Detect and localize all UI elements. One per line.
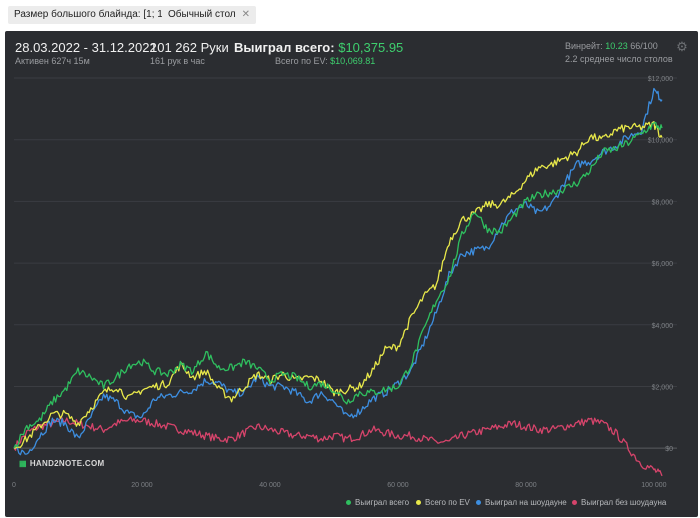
filter-chip-big-blind[interactable]: Размер большого блайнда: [1; 1]✕	[8, 6, 186, 24]
legend-item[interactable]: Выиграл на шоудауне	[476, 498, 567, 507]
series-line-2	[13, 87, 663, 456]
legend-dot-icon	[346, 500, 351, 506]
winrate-label: Винрейт:	[565, 41, 603, 51]
series-line-0	[13, 121, 663, 449]
filter-bar: Размер большого блайнда: [1; 1]✕ Обычный…	[0, 0, 700, 30]
series-line-3	[13, 416, 663, 477]
hand2note-logo-icon: ▦	[19, 459, 27, 468]
legend-dot-icon	[572, 500, 577, 506]
total-won-label: Выиграл всего:	[234, 40, 335, 55]
x-tick-label: 20 000	[131, 482, 153, 489]
legend-item[interactable]: Выиграл без шоудауна	[572, 498, 666, 507]
results-panel: 28.03.2022 - 31.12.2022 Активен 627ч 15м…	[5, 31, 698, 517]
ev-total: Всего по EV: $10,069.81	[275, 56, 375, 66]
legend-label: Выиграл без шоудауна	[581, 498, 667, 507]
legend-item[interactable]: Всего по EV	[416, 498, 470, 507]
filter-chip-table-type[interactable]: Обычный стол ✕	[162, 6, 257, 24]
legend-label: Всего по EV	[425, 498, 470, 507]
filter-chip-label: Размер большого блайнда: [1; 1]	[14, 9, 166, 20]
active-time: Активен 627ч 15м	[15, 56, 90, 66]
x-tick-label: 40 000	[259, 482, 281, 489]
legend-item[interactable]: Выиграл всего	[346, 498, 409, 507]
x-tick-label: 0	[12, 482, 16, 489]
y-tick-label: $10,000	[648, 138, 673, 145]
watermark-text: HAND2NOTE.COM	[29, 459, 105, 468]
y-tick-label: $6,000	[652, 261, 674, 268]
winrate: Винрейт: 10.23 66/100	[565, 41, 658, 51]
hands-per-hour: 161 рук в час	[150, 56, 205, 66]
hands-count: 101 262 Руки	[150, 40, 229, 55]
chart-legend: Выиграл всего Всего по EV Выиграл на шоуда…	[0, 498, 700, 512]
legend-dot-icon	[416, 500, 421, 506]
winrate-value: 10.23	[605, 41, 628, 51]
y-tick-label: $4,000	[652, 323, 674, 330]
legend-dot-icon	[476, 500, 481, 506]
watermark: ▦ HAND2NOTE.COM	[19, 459, 104, 468]
total-won-value: $10,375.95	[338, 40, 404, 55]
y-tick-label: $2,000	[652, 384, 674, 391]
total-won: Выиграл всего: $10,375.95	[234, 40, 403, 55]
x-tick-label: 100 000	[641, 482, 666, 489]
x-tick-label: 80 000	[515, 482, 537, 489]
ev-value: $10,069.81	[330, 56, 376, 66]
filter-chip-label: Обычный стол	[168, 9, 236, 20]
series-line-1	[13, 121, 663, 449]
ev-label: Всего по EV:	[275, 56, 328, 66]
profit-chart: $0 $2,000 $4,000 $6,000 $8,000 $10,000 $12,000…	[12, 76, 677, 489]
average-tables: 2.2 среднее число столов	[565, 54, 673, 64]
y-tick-label: $0	[665, 446, 673, 453]
date-range: 28.03.2022 - 31.12.2022	[15, 40, 157, 55]
y-tick-label: $8,000	[652, 199, 674, 206]
legend-label: Выиграл всего	[355, 498, 410, 507]
x-tick-label: 60 000	[387, 482, 409, 489]
winrate-suffix: 66/100	[630, 41, 658, 51]
y-tick-label: $12,000	[648, 76, 673, 83]
legend-label: Выиграл на шоудауне	[485, 498, 567, 507]
close-icon[interactable]: ✕	[241, 9, 251, 20]
gear-icon[interactable]: ⚙	[676, 39, 688, 54]
